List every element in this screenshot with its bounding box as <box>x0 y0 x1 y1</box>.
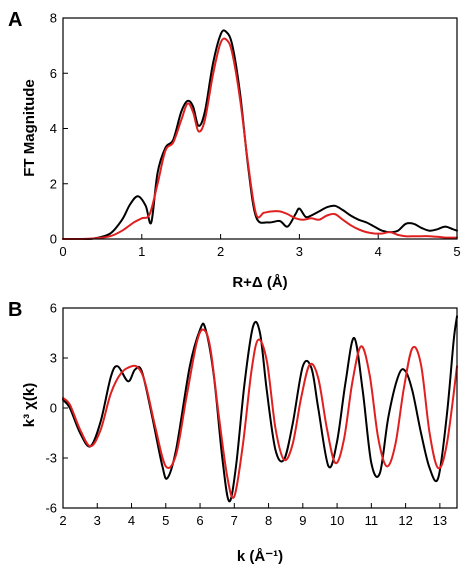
panel-a-xlabel: R+Δ (Å) <box>232 274 287 291</box>
panel-b-ytick-label: 0 <box>50 401 57 416</box>
panel-a-xtick-label: 1 <box>138 244 145 259</box>
panel-a-ytick-label: 6 <box>50 66 57 81</box>
panel-a-label: A <box>8 9 22 31</box>
panel-b-label: B <box>8 299 22 321</box>
panel-b-ytick-label: -3 <box>45 451 57 466</box>
panel-b-ylabel-text: k³ χ(k) <box>21 383 38 427</box>
panel-b: B k³ χ(k) k (Å⁻¹) 2 3 4 5 6 7 8 9 10 11 12 13 6 3 0 -3 -… <box>8 299 458 565</box>
panel-a-ylabel: FT Magnitude <box>21 79 38 177</box>
panel-a-xtick-label: 4 <box>375 244 382 259</box>
panel-b-series <box>62 315 458 503</box>
panel-b-xtick-label: 9 <box>299 513 306 528</box>
panel-b-ticks: 2 3 4 5 6 7 8 9 10 11 12 13 6 3 0 -3 -6 <box>45 301 447 529</box>
panel-b-frame <box>62 307 458 509</box>
panel-b-xtick-label: 5 <box>162 513 169 528</box>
panel-b-xtick-label: 8 <box>265 513 272 528</box>
panel-b-xtick-label: 7 <box>231 513 238 528</box>
panel-a-ytick-label: 4 <box>50 121 57 136</box>
panel-b-ylabel: k³ χ(k) <box>21 383 38 427</box>
panel-b-xtick-label: 4 <box>128 513 135 528</box>
panel-b-ytick-label: 3 <box>50 351 57 366</box>
panel-b-series-line-black <box>62 315 458 503</box>
panel-a-frame <box>62 17 458 240</box>
panel-a-xtick-label: 5 <box>453 244 460 259</box>
panel-b-ytick-label: -6 <box>45 501 57 516</box>
panel-b-xtick-label: 2 <box>59 513 66 528</box>
panel-b-xtick-label: 10 <box>330 513 344 528</box>
panel-a-xtick-label: 0 <box>59 244 66 259</box>
panel-b-xlabel: k (Å⁻¹) <box>237 548 283 565</box>
panel-b-xtick-label: 11 <box>365 513 379 528</box>
panel-a-series-line-red <box>62 37 458 241</box>
panel-b-series-line-red <box>62 328 458 499</box>
panel-b-xtick-label: 3 <box>94 513 101 528</box>
panel-b-xtick-label: 13 <box>433 513 447 528</box>
panel-b-xtick-label: 12 <box>398 513 412 528</box>
panel-a-series <box>62 29 458 241</box>
panel-a-ytick-label: 2 <box>50 176 57 191</box>
panel-b-xtick-label: 6 <box>196 513 203 528</box>
panel-a-xtick-label: 2 <box>217 244 224 259</box>
panel-b-ytick-label: 6 <box>50 301 57 316</box>
panel-a-ytick-label: 0 <box>50 232 57 247</box>
panel-a-xtick-label: 3 <box>296 244 303 259</box>
panel-a-ticks: 0 1 2 3 4 5 0 2 4 6 8 <box>50 11 461 260</box>
panel-a: A FT Magnitude R+Δ (Å) 0 1 2 3 4 5 0 2 4 6 8 <box>8 9 461 291</box>
panel-a-ytick-label: 8 <box>50 11 57 26</box>
panel-a-series-line-black <box>62 29 458 241</box>
